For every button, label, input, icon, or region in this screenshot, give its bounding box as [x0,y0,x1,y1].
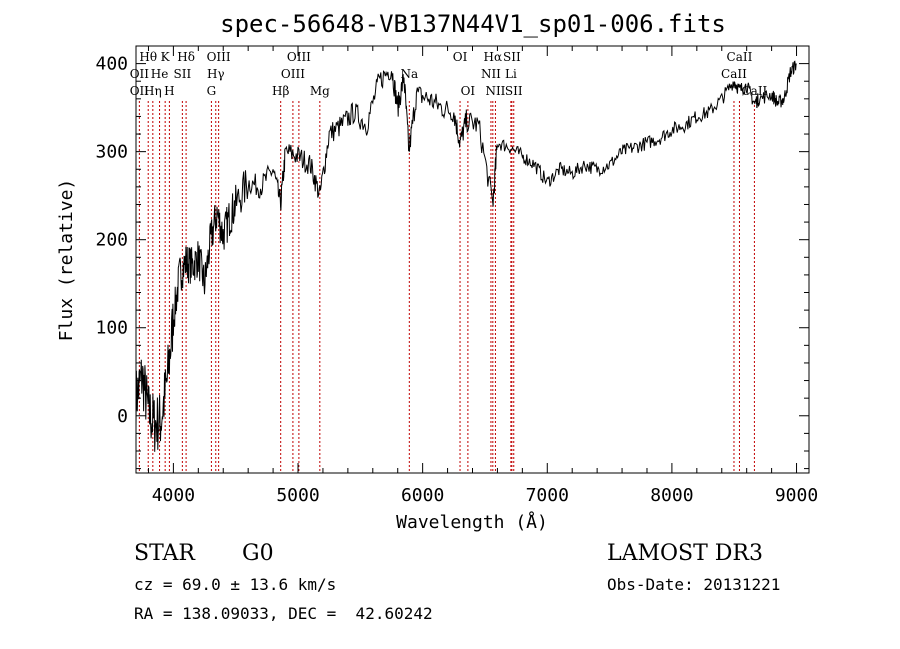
x-tick-label-4: 8000 [650,485,693,506]
x-tick-label-5: 9000 [775,485,818,506]
y-axis-ticks: 0 100 200 300 400 [95,45,809,470]
line-label-23: NII [485,84,505,98]
line-label-26: CaII [721,67,747,81]
line-label-3: He [151,67,169,81]
line-label-16: Na [400,67,418,81]
x-tick-label-3: 7000 [526,485,569,506]
redshift-text: cz = 69.0 ± 13.6 km/s [134,575,337,594]
line-label-4: Hη [144,84,162,98]
line-markers [138,101,755,473]
line-label-21: NII [481,67,501,81]
x-axis-label: Wavelength (Å) [396,511,548,533]
spectrum-line [135,60,797,452]
line-label-12: OIII [287,50,311,64]
line-label-7: H [164,84,174,98]
line-label-13: OIII [281,67,305,81]
y-tick-label-0: 0 [117,406,128,427]
object-subclass: G0 [242,541,274,566]
coordinates-text: RA = 138.09033, DEC = 42.60242 [134,604,433,623]
x-axis-ticks: 4000 5000 6000 7000 8000 9000 [147,46,818,506]
line-label-20: SII [503,50,521,64]
obs-date: Obs-Date: 20131221 [607,575,781,594]
line-label-8: Hδ [177,50,195,64]
line-label-18: OI [461,84,476,98]
line-label-24: SII [505,84,523,98]
y-tick-label-1: 100 [95,318,128,339]
line-label-10: Hγ [207,67,225,81]
line-label-5: K [161,50,171,64]
x-tick-label-2: 6000 [401,485,444,506]
line-label-17: OI [453,50,468,64]
x-tick-label-0: 4000 [152,485,195,506]
line-label-22: Li [505,67,517,81]
line-label-1: OII [130,67,150,81]
object-class: STAR [134,541,195,566]
line-label-6: SII [174,67,192,81]
line-label-15: Mg [310,84,330,98]
survey-name: LAMOST DR3 [607,541,763,566]
line-label-19: Hα [484,50,503,64]
line-label-9: OIII [207,50,231,64]
line-label-0: Hθ [139,50,157,64]
line-label-2: OII [130,84,150,98]
y-axis-label: Flux (relative) [56,179,77,342]
line-label-11: G [207,84,217,98]
x-tick-label-1: 5000 [276,485,319,506]
y-tick-label-4: 400 [95,54,128,75]
y-tick-label-3: 300 [95,142,128,163]
chart-title: spec-56648-VB137N44V1_sp01-006.fits [220,10,726,38]
line-label-14: Hβ [272,84,289,98]
line-label-25: CaII [727,50,753,64]
y-tick-label-2: 200 [95,230,128,251]
